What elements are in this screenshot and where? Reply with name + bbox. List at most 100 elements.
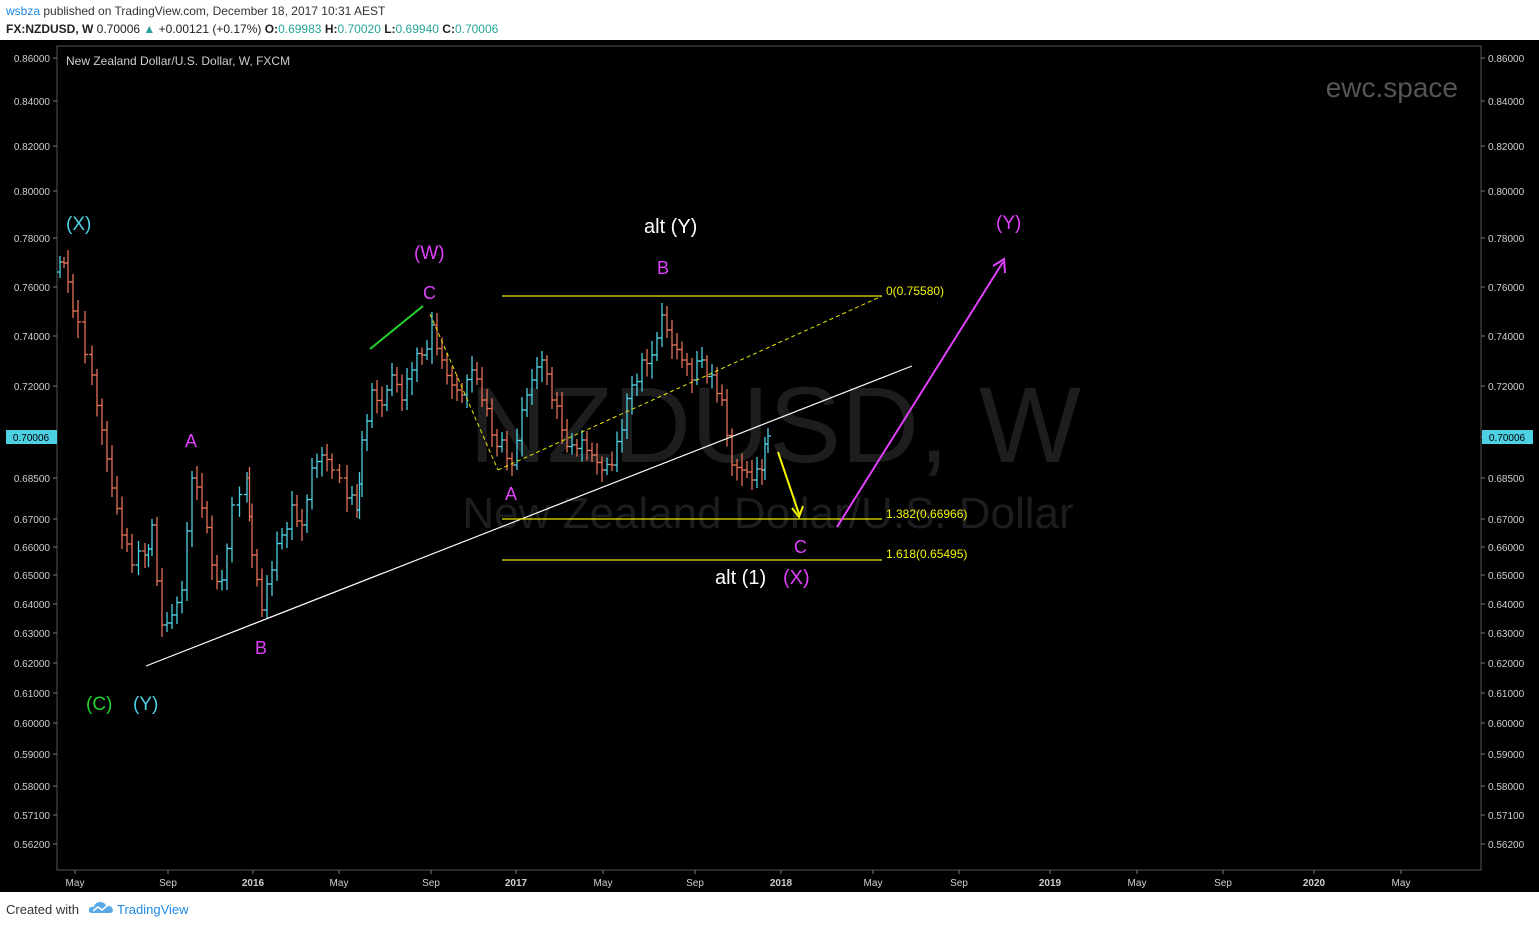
wave-label-c-2018: C bbox=[794, 537, 807, 557]
y-tick-label-left: 0.61000 bbox=[14, 689, 51, 700]
y-tick-label-left: 0.78000 bbox=[14, 234, 51, 245]
x-tick-label: Sep bbox=[950, 878, 968, 889]
symbol-name: FX:NZDUSD, W bbox=[6, 22, 94, 36]
y-tick-label-right: 0.74000 bbox=[1488, 332, 1525, 343]
chart-area[interactable]: NZDUSD, W New Zealand Dollar/U.S. Dollar… bbox=[0, 40, 1539, 892]
y-tick-label-right: 0.82000 bbox=[1488, 142, 1525, 153]
y-tick-label-right: 0.63000 bbox=[1488, 629, 1525, 640]
symbol-watermark: NZDUSD, W bbox=[469, 364, 1081, 485]
low-label: L: bbox=[384, 22, 396, 36]
y-tick-label-left: 0.67000 bbox=[14, 515, 51, 526]
wave-label-x-2018: (X) bbox=[783, 567, 810, 589]
publish-text: published on TradingView.com, December 1… bbox=[40, 4, 386, 18]
y-tick-label-left: 0.84000 bbox=[14, 97, 51, 108]
y-tick-label-right: 0.68500 bbox=[1488, 474, 1525, 485]
x-tick-label: Sep bbox=[1214, 878, 1232, 889]
author-link[interactable]: wsbza bbox=[6, 4, 41, 18]
y-tick-label-left: 0.80000 bbox=[14, 187, 51, 198]
y-tick-label-right: 0.62000 bbox=[1488, 659, 1525, 670]
y-tick-label-left: 0.56200 bbox=[14, 840, 51, 851]
x-tick-label: Sep bbox=[422, 878, 440, 889]
x-tick-label: 2016 bbox=[242, 878, 265, 889]
wave-label-b-2016: B bbox=[255, 638, 267, 658]
y-tick-label-right: 0.60000 bbox=[1488, 719, 1525, 730]
y-tick-label-left: 0.72000 bbox=[14, 382, 51, 393]
y-tick-label-right: 0.56200 bbox=[1488, 840, 1525, 851]
header-bar: wsbza published on TradingView.com, Dece… bbox=[0, 0, 1539, 40]
y-tick-label-right: 0.64000 bbox=[1488, 600, 1525, 611]
plot-frame bbox=[56, 45, 1482, 871]
right-price-axis[interactable]: 0.86000 0.84000 0.82000 0.80000 0.78000 0.760… bbox=[1488, 54, 1525, 851]
close-value: 0.70006 bbox=[454, 22, 499, 36]
y-tick-label-left: 0.68500 bbox=[14, 474, 51, 485]
fib-label-1382: 1.382(0.66966) bbox=[886, 507, 967, 521]
support-trendline bbox=[145, 365, 913, 667]
wave-label-c-2016: C bbox=[423, 283, 436, 303]
chart-svg[interactable]: NZDUSD, W New Zealand Dollar/U.S. Dollar… bbox=[0, 40, 1539, 892]
yellow-arrow-head bbox=[791, 505, 804, 520]
y-tick-label-right: 0.84000 bbox=[1488, 97, 1525, 108]
wave-label-a-2017: A bbox=[505, 484, 517, 504]
yellow-arrow-line bbox=[777, 451, 800, 515]
y-tick-label-right: 0.72000 bbox=[1488, 382, 1525, 393]
tradingview-link[interactable]: TradingView bbox=[117, 902, 189, 917]
fib-label-1618: 1.618(0.65495) bbox=[886, 547, 967, 561]
wave-label-alt-1: alt (1) bbox=[715, 567, 766, 589]
price-tag-left bbox=[6, 430, 57, 444]
magenta-arrow-head bbox=[992, 257, 1006, 274]
y-tick-label-left: 0.57100 bbox=[14, 811, 51, 822]
open-label: O: bbox=[264, 22, 279, 36]
time-axis[interactable]: May Sep 2016 May Sep 2017 May Sep 2018 May Sep 2019… bbox=[66, 870, 1411, 889]
x-tick-label: May bbox=[1128, 878, 1147, 889]
wave-label-a-2015: A bbox=[185, 431, 197, 451]
y-tick-label-right: 0.78000 bbox=[1488, 234, 1525, 245]
y-tick-label-left: 0.74000 bbox=[14, 332, 51, 343]
publish-info: wsbza published on TradingView.com, Dece… bbox=[6, 4, 385, 18]
y-tick-label-right: 0.80000 bbox=[1488, 187, 1525, 198]
x-tick-label: May bbox=[594, 878, 613, 889]
x-tick-label: 2017 bbox=[505, 878, 528, 889]
brand-watermark: ewc.space bbox=[1326, 72, 1458, 103]
wave-label-alt-y: alt (Y) bbox=[644, 216, 697, 238]
high-label: H: bbox=[324, 22, 338, 36]
y-tick-label-left: 0.76000 bbox=[14, 283, 51, 294]
y-tick-label-right: 0.76000 bbox=[1488, 283, 1525, 294]
y-tick-label-left: 0.82000 bbox=[14, 142, 51, 153]
high-value: 0.70020 bbox=[337, 22, 381, 36]
wave-label-y-target: (Y) bbox=[996, 213, 1021, 234]
wave-label-x-top: (X) bbox=[66, 214, 91, 235]
dashed-channel-line bbox=[497, 295, 883, 471]
y-tick-label-left: 0.60000 bbox=[14, 719, 51, 730]
price-tag-left-text: 0.70006 bbox=[13, 433, 50, 444]
dashed-wave-line bbox=[429, 313, 499, 471]
y-tick-label-left: 0.63000 bbox=[14, 629, 51, 640]
price-tag-right bbox=[1482, 430, 1533, 444]
y-tick-label-left: 0.86000 bbox=[14, 54, 51, 65]
x-tick-label: Sep bbox=[159, 878, 177, 889]
y-tick-label-right: 0.58000 bbox=[1488, 782, 1525, 793]
left-price-axis[interactable]: 0.86000 0.84000 0.82000 0.80000 0.78000 0.760… bbox=[14, 54, 51, 851]
last-price: 0.70006 bbox=[96, 22, 141, 36]
magenta-arrow-line bbox=[836, 261, 1004, 528]
tradingview-cloud-logo-icon[interactable] bbox=[88, 899, 114, 915]
x-tick-label: 2019 bbox=[1039, 878, 1062, 889]
wave-label-b-2017: B bbox=[657, 258, 669, 278]
x-tick-label: Sep bbox=[686, 878, 704, 889]
low-value: 0.69940 bbox=[395, 22, 439, 36]
chart-title: New Zealand Dollar/U.S. Dollar, W, FXCM bbox=[66, 54, 290, 68]
y-axis-ticks bbox=[53, 57, 1485, 845]
y-tick-label-right: 0.57100 bbox=[1488, 811, 1525, 822]
y-tick-label-right: 0.67000 bbox=[1488, 515, 1525, 526]
y-tick-label-left: 0.62000 bbox=[14, 659, 51, 670]
close-label: C: bbox=[442, 22, 455, 36]
y-tick-label-left: 0.65000 bbox=[14, 571, 51, 582]
x-tick-label: May bbox=[330, 878, 349, 889]
y-tick-label-right: 0.61000 bbox=[1488, 689, 1525, 700]
x-tick-label: 2018 bbox=[770, 878, 793, 889]
green-wave-line bbox=[369, 305, 424, 350]
y-tick-label-left: 0.58000 bbox=[14, 782, 51, 793]
y-tick-label-right: 0.65000 bbox=[1488, 571, 1525, 582]
x-tick-label: 2020 bbox=[1303, 878, 1326, 889]
created-with-text: Created with bbox=[6, 902, 79, 917]
y-tick-label-left: 0.66000 bbox=[14, 543, 51, 554]
